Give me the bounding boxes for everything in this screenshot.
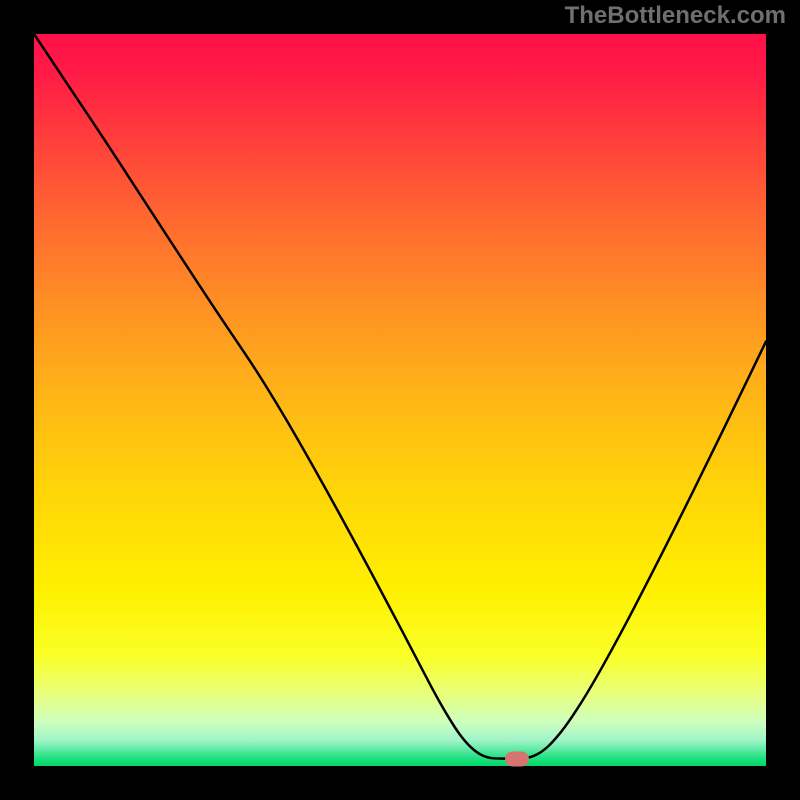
gradient-background xyxy=(34,34,766,766)
watermark-text: TheBottleneck.com xyxy=(565,2,786,30)
plot-area xyxy=(34,34,766,766)
chart-svg xyxy=(34,34,766,766)
optimal-marker xyxy=(505,751,529,766)
